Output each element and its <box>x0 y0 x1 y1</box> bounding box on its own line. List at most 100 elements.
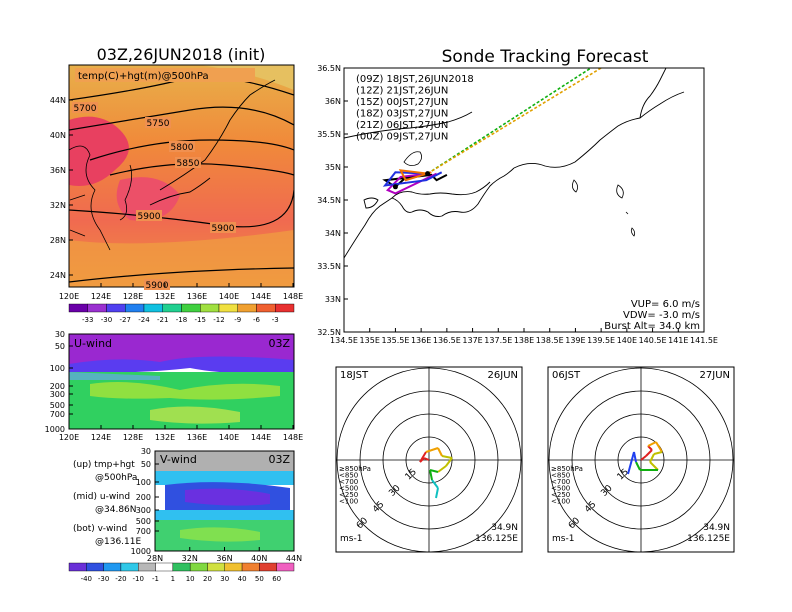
left-map-lat-ticks: 44N 40N 36N 32N 28N 24N <box>50 96 73 280</box>
sonde-tracks <box>382 68 602 195</box>
wind-colorbar-swatch <box>155 562 174 572</box>
hodo-level-4: <250 <box>339 491 358 499</box>
wind-colorbar-swatch <box>120 562 139 572</box>
contour-label-6: 5900 <box>146 281 169 291</box>
wind-colorbar-label-11: 60 <box>272 575 281 583</box>
hodograph-segment <box>437 465 447 473</box>
v-pressure-tick-50: 50 <box>141 460 151 469</box>
u-lon-tick-124E: 124E <box>91 433 111 442</box>
vdw-text: VDW= -3.0 m/s <box>623 310 700 321</box>
track-lat-tick-34.5N: 34.5N <box>317 196 341 205</box>
wind-colorbar-swatch <box>189 562 208 572</box>
contour-label-1: 5750 <box>147 119 170 129</box>
hodograph-segment <box>649 461 659 471</box>
track-lon-tick-138E: 138E <box>514 336 534 345</box>
u-lon-tick-132E: 132E <box>155 433 175 442</box>
u-pressure-tick-500: 500 <box>50 401 65 410</box>
contour-label-0: 5700 <box>74 104 97 114</box>
wind-colorbar-swatch <box>103 562 122 572</box>
colorbar-swatch <box>125 303 145 313</box>
hodo-lat: 34.9N <box>703 523 730 533</box>
colorbar-swatch <box>87 303 107 313</box>
contour-label-bg <box>169 141 195 152</box>
hodograph-segment <box>640 455 647 461</box>
u-pressure-tick-1000: 1000 <box>45 425 65 434</box>
colorbar-label-9: -6 <box>253 316 261 324</box>
lat-tick-40N: 40N <box>50 131 66 140</box>
colorbar-label-1: -30 <box>101 316 112 324</box>
hodo-date: 27JUN <box>700 370 730 381</box>
colorbar-swatch <box>162 303 182 313</box>
note-line1-1: (mid) u-wind <box>73 492 130 502</box>
hodo-unit: ms-1 <box>552 534 574 544</box>
wind-colorbar-swatch <box>207 562 225 572</box>
hodograph-segment <box>441 455 453 459</box>
colorbar-swatch <box>106 303 126 313</box>
legend-entry-2: (15Z) 00JST,27JUN <box>356 97 448 108</box>
colorbar-label-4: -21 <box>157 316 168 324</box>
track-lon-tick-137E: 137E <box>462 336 482 345</box>
hodograph-segment <box>645 449 653 457</box>
v-wind-label: V-wind <box>160 453 197 466</box>
track-lat-tick-34N: 34N <box>325 229 341 238</box>
u-wind-time: 03Z <box>268 337 290 350</box>
wind-colorbar-swatch <box>172 562 191 572</box>
note-line2-1: @34.86N <box>95 505 137 515</box>
note-line2-2: @136.11E <box>95 537 141 547</box>
track-lat-tick-33.5N: 33.5N <box>317 262 341 271</box>
v-pressure-tick-200: 200 <box>136 493 151 502</box>
note-line2-0: @500hPa <box>95 473 137 483</box>
hodo-level-0: ≥850hPa <box>339 465 371 473</box>
u-pressure-tick-200: 200 <box>50 382 65 391</box>
wind-colorbar-label-6: 10 <box>186 575 195 583</box>
lon-tick-120E: 120E <box>59 292 79 301</box>
colorbar-swatch <box>256 303 276 313</box>
track-lat-tick-36N: 36N <box>325 97 341 106</box>
contour-label-bg <box>145 117 171 128</box>
v-pressure-tick-1000: 1000 <box>131 547 151 556</box>
launch-point <box>425 171 431 177</box>
hodo-level-1: <850 <box>551 472 570 480</box>
hodograph-segment <box>647 441 657 447</box>
track-1 <box>385 172 438 195</box>
colorbar-label-5: -18 <box>176 316 187 324</box>
left-map-label: temp(C)+hgt(m)@500hPa <box>78 71 209 82</box>
hodograph-segment <box>437 447 443 457</box>
v-lat-tick-44N: 44N <box>286 554 302 563</box>
colorbar-swatch <box>200 303 220 313</box>
hodo-lat: 34.9N <box>491 523 518 533</box>
landing-point <box>392 184 398 190</box>
colorbar-label-0: -33 <box>82 316 93 324</box>
track-lat-tick-32.5N: 32.5N <box>317 328 341 337</box>
colorbar-swatch <box>218 303 238 313</box>
legend-entry-1: (12Z) 21JST,26JUN <box>356 86 448 97</box>
track-lon-tick-140.5E: 140.5E <box>639 336 667 345</box>
hodo-lon: 136.125E <box>475 534 518 544</box>
contour-label-bg <box>144 279 170 290</box>
track-lon-tick-138.5E: 138.5E <box>536 336 564 345</box>
hodograph-segment <box>653 451 663 455</box>
lat-tick-44N: 44N <box>50 96 66 105</box>
wind-colorbar: -40 -30 -20 -10 -1 1 10 20 30 40 50 60 <box>68 562 295 583</box>
v-lat-tick-40N: 40N <box>251 554 267 563</box>
legend-entry-5: (00Z) 09JST,27JUN <box>356 132 448 143</box>
burst-altitude-text: Burst Alt= 34.0 km <box>604 321 700 332</box>
v-pressure-tick-300: 300 <box>136 506 151 515</box>
colorbar-swatch <box>237 303 257 313</box>
colorbar-label-8: -9 <box>234 316 241 324</box>
left-map-label-bg <box>75 68 255 82</box>
tracking-lat-ticks: 36.5N 36N 35.5N 35N 34.5N 34N 33.5N 33N 32.5N <box>317 64 348 337</box>
colorbar-swatch <box>143 303 163 313</box>
hodo-lon: 136.125E <box>687 534 730 544</box>
wind-colorbar-label-8: 30 <box>220 575 229 583</box>
colorbar-label-10: -3 <box>272 316 279 324</box>
legend-entry-0: (09Z) 18JST,26JUN2018 <box>356 74 474 85</box>
hodo-level-1: <850 <box>339 472 358 480</box>
wind-colorbar-label-9: 40 <box>238 575 247 583</box>
u-lon-tick-144E: 144E <box>251 433 271 442</box>
track-lon-tick-137.5E: 137.5E <box>484 336 512 345</box>
contour-label-bg <box>72 102 98 113</box>
vup-text: VUP= 6.0 m/s <box>631 299 700 310</box>
